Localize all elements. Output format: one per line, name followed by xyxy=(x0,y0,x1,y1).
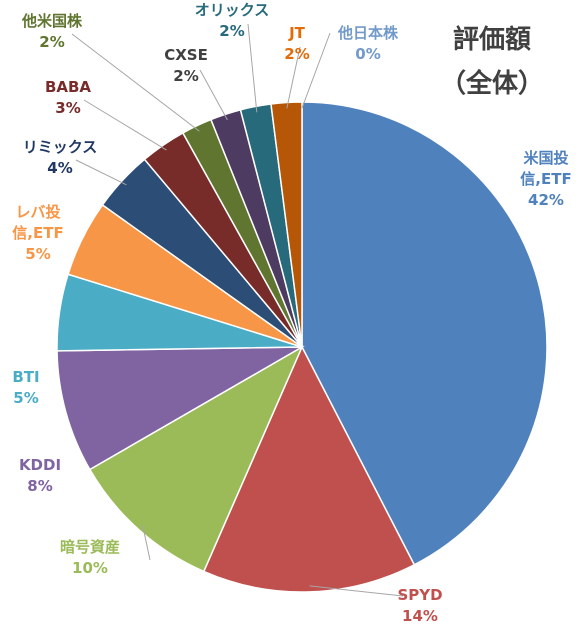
slice-4 xyxy=(56,346,305,471)
slice-labels: 米国投信,ETF 42% SPYD 14% 暗号資産 10% KDDI 8% BTI 5% レバ投信… xyxy=(12,1,571,625)
slice-8-label: BABA 3% xyxy=(45,78,91,117)
slice-1 xyxy=(301,101,548,566)
slice-2-leader-line xyxy=(309,585,404,597)
slice-13-label: 他日本株 0% xyxy=(337,24,399,63)
slice-11-label: オリックス 2% xyxy=(195,1,270,40)
slice-3-label: 暗号資産 10% xyxy=(60,538,120,577)
slice-3 xyxy=(88,345,304,573)
slice-9-leader-line xyxy=(71,33,200,132)
slice-6-label: レバ投信,ETF 5% xyxy=(12,203,63,263)
slice-10-label: CXSE 2% xyxy=(164,46,208,85)
slice-2-label: SPYD 14% xyxy=(397,586,442,625)
slice-12 xyxy=(270,101,303,348)
slice-7-label: リミックス 4% xyxy=(23,138,98,177)
leader-lines xyxy=(71,23,404,597)
slice-4-label: KDDI 8% xyxy=(19,456,61,495)
slice-5-label: BTI 5% xyxy=(12,368,39,407)
pie-slices xyxy=(56,101,548,593)
slice-7-leader-line xyxy=(75,159,127,186)
slice-3-leader-line xyxy=(142,524,151,561)
chart-subtitle: （全体） xyxy=(440,68,544,99)
slice-1-label: 米国投信,ETF 42% xyxy=(520,149,571,209)
slice-9-label: 他米国株 2% xyxy=(21,12,83,51)
chart-title: 評価額 xyxy=(453,24,531,55)
slice-12-leader-line xyxy=(286,46,301,109)
slice-10-leader-line xyxy=(199,69,228,121)
slice-12-label: JT 2% xyxy=(284,24,309,63)
slice-13-leader-line xyxy=(301,32,331,109)
slice-11-leader-line xyxy=(247,23,258,113)
slice-8-leader-line xyxy=(83,99,167,151)
slice-2 xyxy=(202,345,416,593)
